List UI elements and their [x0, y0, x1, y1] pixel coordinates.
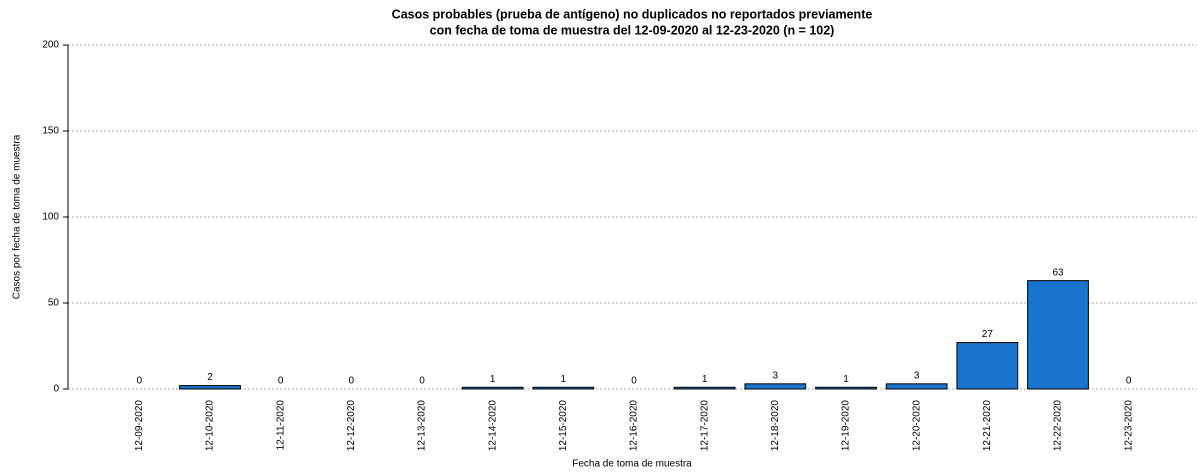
y-tick-label: 0 [53, 384, 59, 395]
x-tick-label: 12-23-2020 [1123, 400, 1134, 452]
x-tick-label: 12-11-2020 [275, 400, 286, 451]
value-label: 63 [1052, 267, 1064, 278]
x-tick-label: 12-15-2020 [558, 400, 569, 452]
value-label: 1 [490, 374, 496, 385]
bar [179, 385, 241, 390]
value-label: 1 [561, 374, 567, 385]
x-tick-label: 12-12-2020 [346, 400, 357, 452]
y-tick-label: 50 [48, 298, 60, 309]
value-label: 0 [137, 376, 143, 387]
x-tick-label: 12-18-2020 [770, 400, 781, 452]
x-tick-label: 12-19-2020 [841, 400, 852, 452]
value-label: 0 [278, 376, 284, 387]
y-tick-label: 200 [42, 40, 59, 51]
bar [673, 386, 736, 390]
x-tick-label: 12-10-2020 [205, 400, 216, 452]
bar [815, 386, 877, 390]
bar [532, 386, 595, 390]
bar [744, 383, 807, 390]
x-axis-title: Fecha de toma de muestra [572, 459, 692, 470]
x-tick-label: 12-14-2020 [487, 400, 498, 452]
value-label: 3 [914, 370, 920, 381]
y-tick-label: 150 [42, 126, 59, 137]
x-tick-label: 12-21-2020 [982, 400, 993, 452]
bar [1027, 280, 1089, 390]
value-label: 27 [982, 329, 994, 340]
value-label: 0 [349, 376, 355, 387]
bar [461, 386, 524, 390]
x-tick-label: 12-09-2020 [134, 400, 145, 452]
bar [956, 342, 1019, 390]
value-label: 0 [631, 376, 637, 387]
value-label: 0 [1126, 376, 1132, 387]
bar [885, 383, 948, 390]
value-label: 2 [207, 372, 213, 383]
y-axis-title: Casos por fecha de toma de muestra [12, 134, 23, 299]
x-tick-label: 12-17-2020 [699, 400, 710, 452]
x-tick-label: 12-16-2020 [629, 400, 640, 452]
x-tick-label: 12-22-2020 [1053, 400, 1064, 452]
y-tick-label: 100 [42, 212, 59, 223]
chart-title: con fecha de toma de muestra del 12-09-2… [430, 23, 835, 37]
x-tick-label: 12-13-2020 [417, 400, 428, 452]
value-label: 1 [843, 374, 849, 385]
value-label: 3 [773, 370, 779, 381]
value-label: 0 [419, 376, 425, 387]
x-tick-label: 12-20-2020 [911, 400, 922, 452]
chart-title: Casos probables (prueba de antígeno) no … [392, 7, 873, 21]
value-label: 1 [702, 374, 708, 385]
